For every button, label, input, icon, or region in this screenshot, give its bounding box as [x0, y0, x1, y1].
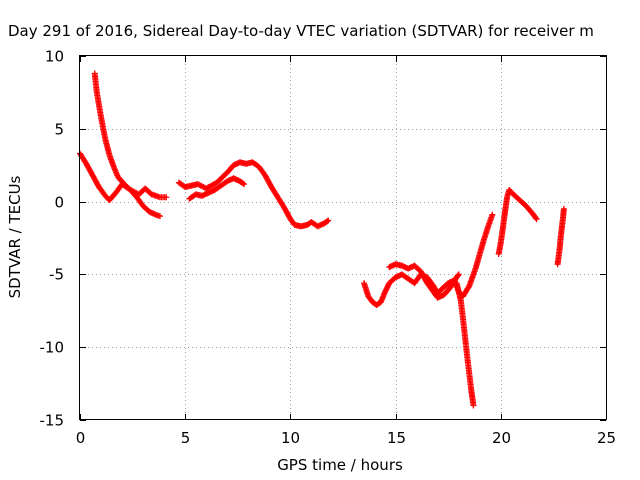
x-tick-label: 25	[597, 429, 616, 447]
y-tick-label: -10	[40, 339, 65, 357]
y-tick-label: 10	[45, 48, 64, 66]
data-point	[489, 211, 496, 218]
y-tick-label: -5	[49, 266, 64, 284]
y-tick-labels: -15 -10 -5 0 5 10	[40, 48, 65, 430]
data-point	[163, 194, 170, 201]
data-point	[470, 402, 477, 409]
data-point	[241, 181, 248, 188]
y-tick-label: 0	[54, 194, 64, 212]
data-point	[560, 205, 567, 212]
y-tick-label: 5	[54, 121, 64, 139]
data-point	[455, 271, 462, 278]
data-points	[77, 70, 567, 409]
grid-lines	[80, 56, 606, 420]
chart-title: Day 291 of 2016, Sidereal Day-to-day VTE…	[8, 22, 594, 40]
x-tick-label: 10	[281, 429, 300, 447]
data-point	[240, 180, 247, 187]
x-tick-label: 20	[492, 429, 511, 447]
axis-ticks	[80, 56, 607, 421]
data-point	[533, 216, 540, 223]
data-point	[532, 214, 539, 221]
data-point	[455, 272, 462, 279]
data-point	[324, 218, 331, 225]
x-tick-label: 15	[387, 429, 406, 447]
y-tick-label: -15	[40, 412, 65, 430]
y-axis-label: SDTVAR / TECUs	[6, 175, 24, 298]
plot-frame	[79, 55, 607, 420]
x-tick-label: 5	[181, 429, 191, 447]
data-point	[156, 213, 163, 220]
x-axis-label: GPS time / hours	[277, 456, 403, 474]
data-point	[465, 284, 472, 291]
data-point	[325, 217, 332, 224]
x-tick-label: 0	[76, 429, 86, 447]
x-tick-labels: 0 5 10 15 20 25	[76, 429, 616, 447]
